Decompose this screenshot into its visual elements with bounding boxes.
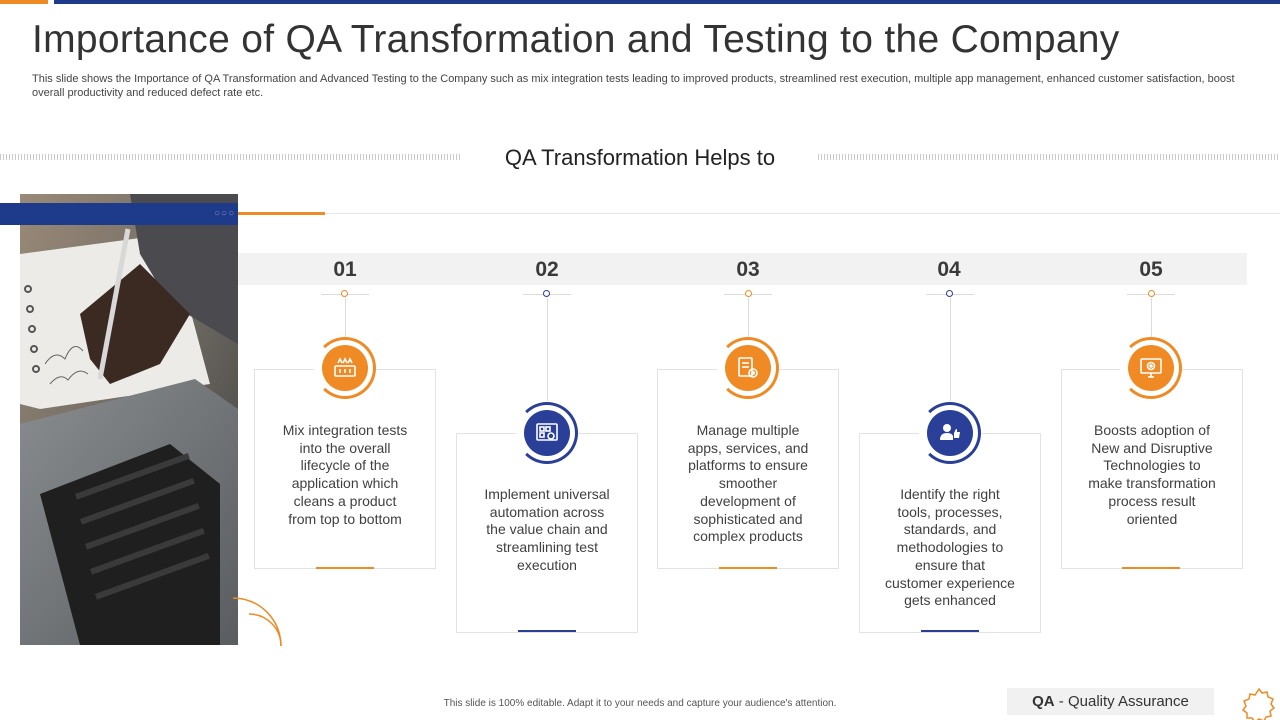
monitor-gear-icon (1128, 345, 1174, 391)
divider-line (325, 213, 1280, 214)
legend-meaning: Quality Assurance (1067, 693, 1189, 710)
step-icon-ring (516, 402, 578, 464)
top-accent-bar-navy (54, 0, 1280, 4)
step-card (456, 433, 638, 633)
step-icon-ring (717, 337, 779, 399)
document-gear-icon (725, 345, 771, 391)
step-card (1061, 369, 1243, 569)
footer-note: This slide is 100% editable. Adapt it to… (443, 698, 837, 709)
card-accent-bar (316, 567, 374, 569)
dots-decoration: ○○○ (214, 208, 236, 219)
step-icon-ring (314, 337, 376, 399)
connector-line (950, 298, 951, 401)
card-accent-bar (518, 630, 576, 632)
card-accent-bar (921, 630, 979, 632)
dotted-rule-left (0, 154, 462, 160)
step-marker (341, 290, 348, 297)
step-text: Implement universal automation across th… (484, 486, 610, 573)
step-number: 01 (333, 258, 357, 281)
legend-abbreviation: QA (1032, 693, 1055, 710)
integration-board-icon (322, 345, 368, 391)
step-icon-ring (919, 402, 981, 464)
laptop-notebook-photo (20, 194, 238, 645)
decorative-arc (232, 597, 282, 647)
abbreviation-legend: QA - Quality Assurance (1007, 688, 1214, 715)
photo-accent-bar (0, 203, 238, 225)
number-band (238, 253, 1247, 285)
orange-underline (238, 212, 325, 215)
step-number: 02 (535, 258, 559, 281)
step-number: 05 (1139, 258, 1163, 281)
step-icon-ring (1120, 337, 1182, 399)
top-accent-bar-orange (0, 0, 48, 4)
card-accent-bar (719, 567, 777, 569)
step-card (657, 369, 839, 569)
dotted-rule-right (818, 154, 1280, 160)
connector-line (345, 298, 346, 338)
step-card (254, 369, 436, 569)
connector-line (1151, 298, 1152, 338)
step-text: Manage multiple apps, services, and plat… (687, 422, 809, 545)
automation-panel-icon (524, 410, 570, 456)
step-text: Identify the right tools, processes, sta… (885, 486, 1015, 609)
connector-line (748, 298, 749, 338)
step-marker (946, 290, 953, 297)
step-text: Boosts adoption of New and Disruptive Te… (1088, 422, 1216, 527)
user-thumbs-up-icon (927, 410, 973, 456)
step-number: 04 (937, 258, 961, 281)
step-text: Mix integration tests into the overall l… (282, 422, 408, 527)
step-card (859, 433, 1041, 633)
legend-separator: - (1054, 693, 1068, 710)
step-marker (543, 290, 550, 297)
card-accent-bar (1122, 567, 1180, 569)
step-number: 03 (736, 258, 760, 281)
section-heading: QA Transformation Helps to (504, 145, 776, 170)
page-subtitle: This slide shows the Importance of QA Tr… (32, 73, 1235, 99)
step-marker (1148, 290, 1155, 297)
gear-icon (1242, 687, 1276, 720)
page-title: Importance of QA Transformation and Test… (32, 18, 1120, 61)
connector-line (547, 298, 548, 401)
step-marker (745, 290, 752, 297)
